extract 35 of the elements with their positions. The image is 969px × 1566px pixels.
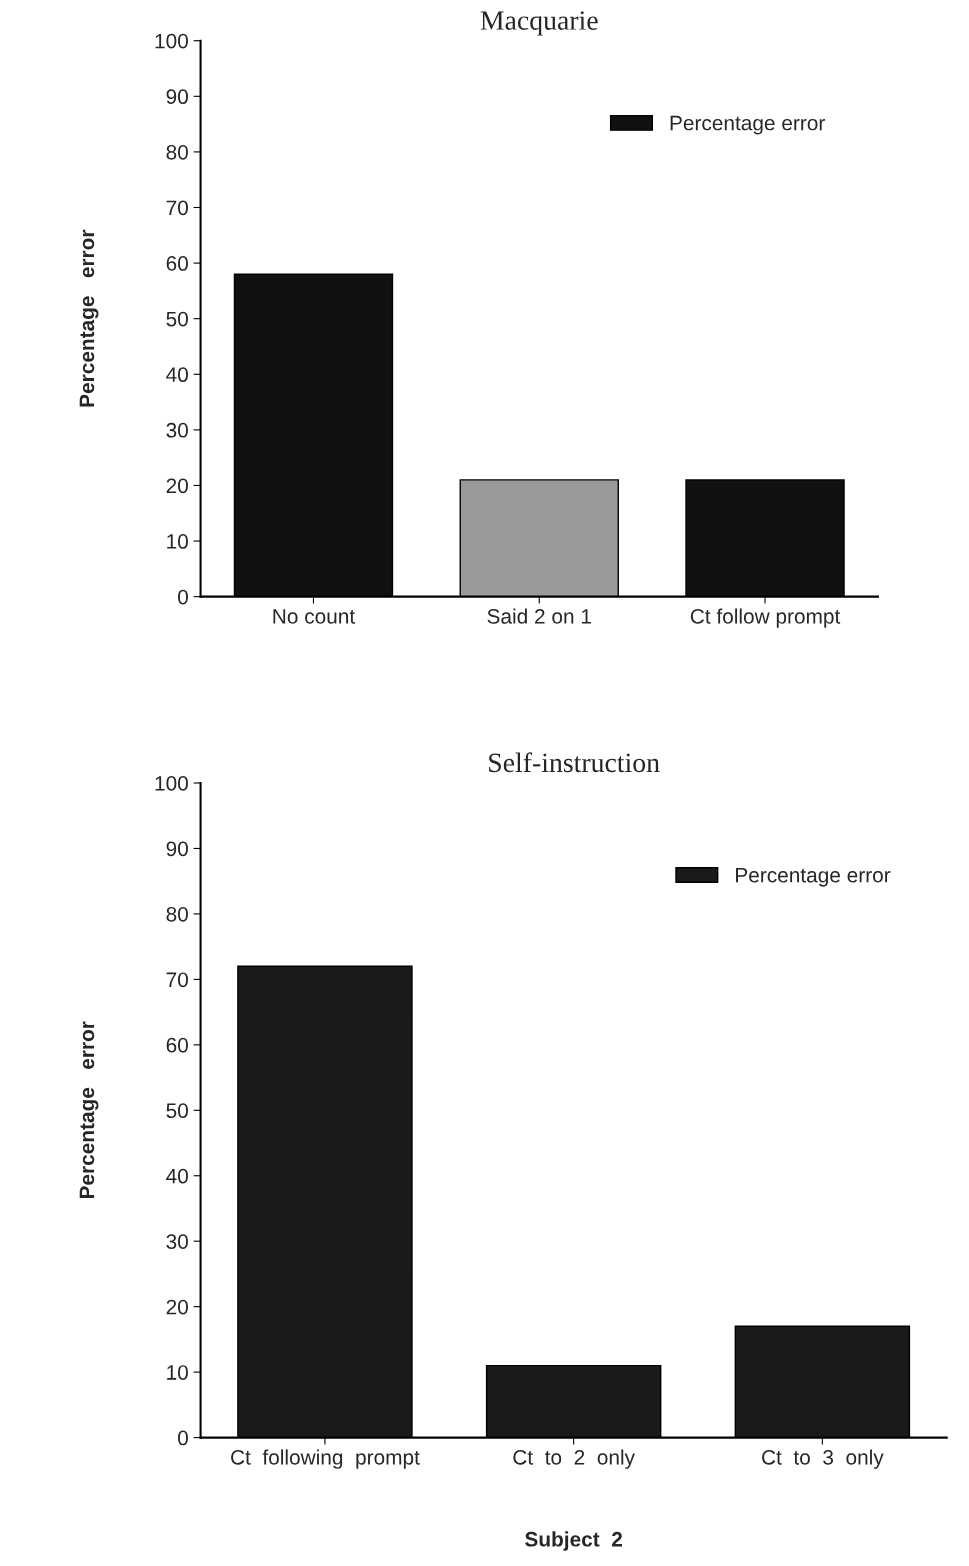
y-tick-label: 100 — [155, 33, 188, 49]
y-tick-label: 40 — [166, 367, 188, 383]
x-tick-label: Ct to 2 only — [513, 1449, 635, 1469]
y-tick-label: 80 — [166, 144, 188, 160]
y-tick-label: 20 — [166, 1299, 188, 1315]
y-tick-label: 90 — [166, 841, 188, 857]
y-tick-label: 40 — [166, 1168, 188, 1184]
legend-label: Percentage error — [736, 867, 891, 887]
y-tick-label: 30 — [166, 422, 188, 438]
y-tick-label: 80 — [166, 906, 188, 922]
y-tick-label: 50 — [166, 1103, 188, 1119]
x-tick-label: Ct follow prompt — [690, 608, 841, 628]
y-tick-label: 70 — [166, 200, 188, 216]
x-tick-label: Said 2 on 1 — [487, 608, 591, 624]
y-tick-label: 10 — [167, 1365, 188, 1380]
y-tick-label: 10 — [167, 534, 188, 549]
y-tick-label: 0 — [178, 1430, 188, 1446]
y-tick-label: 30 — [166, 1234, 188, 1249]
x-tick-label: Ct to 3 only — [762, 1449, 884, 1469]
y-tick-label: 20 — [166, 478, 188, 494]
y-tick-label: 60 — [166, 256, 188, 271]
legend-label: Percentage error — [670, 115, 825, 135]
y-tick-label: 50 — [166, 311, 188, 327]
y-tick-label: 100 — [155, 776, 188, 791]
x-axis-title: Subject 2 — [525, 1531, 623, 1551]
y-tick-label: 60 — [166, 1037, 188, 1053]
y-tick-label: 90 — [166, 89, 188, 105]
x-tick-label: No count — [273, 609, 356, 624]
chart-title: Macquarie — [480, 11, 598, 36]
y-axis-title: Percentage error — [79, 229, 99, 407]
y-axis-title: Percentage error — [79, 1021, 99, 1199]
y-tick-label: 0 — [178, 589, 188, 605]
y-tick-label: 70 — [166, 972, 188, 988]
chart-title: Self-instruction — [489, 752, 660, 773]
x-tick-label: Ct following prompt — [231, 1449, 420, 1469]
